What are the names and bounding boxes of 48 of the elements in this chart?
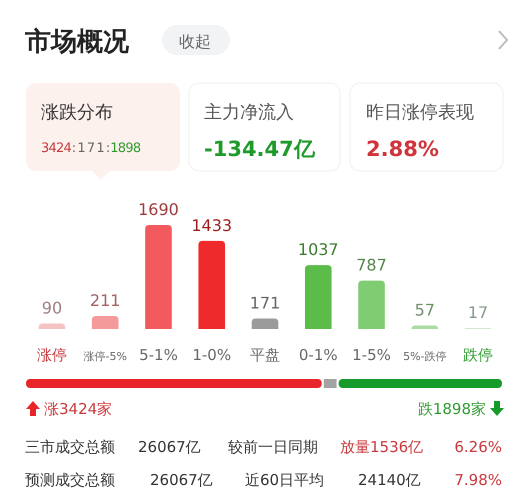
text: 7.98% — [454, 471, 502, 489]
text: 昨日涨停表现 — [366, 102, 474, 123]
text: 收起 — [179, 32, 211, 51]
text: 涨跌分布 — [41, 102, 113, 123]
x-tick-label: 5%-跌停 — [403, 350, 446, 363]
data-label: 171 — [250, 293, 280, 312]
x-tick-label: 平盘 — [250, 346, 280, 364]
text: 主力净流入 — [204, 102, 294, 123]
bar — [38, 323, 66, 329]
x-tick-label: 跌停 — [463, 346, 494, 364]
text: 1898 — [110, 141, 142, 156]
text: 放量1536亿 — [340, 438, 424, 456]
data-label: 1037 — [298, 240, 339, 260]
text: :171: — [72, 141, 110, 156]
text: 近60日平均 — [245, 471, 324, 489]
text: 24140亿 — [358, 471, 421, 489]
text: 较前一日同期 — [228, 438, 318, 456]
bar — [411, 325, 438, 329]
x-tick-label: 涨停 — [36, 346, 67, 364]
data-label: 211 — [90, 291, 120, 310]
chart-title: 市场概况 — [24, 27, 130, 57]
data-label: 787 — [356, 256, 387, 275]
text: 3424 — [41, 141, 72, 156]
data-label: 57 — [414, 300, 435, 320]
bar — [358, 280, 385, 329]
bar — [198, 240, 226, 329]
x-tick-label: 0-1% — [298, 346, 338, 364]
data-label: 1433 — [191, 216, 232, 235]
bar — [252, 318, 278, 329]
bar — [145, 225, 172, 329]
data-label: 17 — [468, 302, 488, 322]
text: 跌1898家 — [418, 400, 486, 418]
bar — [92, 316, 119, 329]
text: 2.88% — [366, 137, 439, 161]
text: 预测成交总额 — [25, 471, 115, 489]
x-tick-label: 涨停-5% — [84, 350, 127, 363]
text: 26067亿 — [138, 438, 201, 456]
text: -134.47亿 — [204, 137, 316, 161]
text: 6.26% — [454, 438, 502, 456]
data-label: 90 — [42, 298, 62, 318]
text: 三市成交总额 — [25, 438, 115, 456]
text: 涨3424家 — [44, 400, 112, 418]
text: 26067亿 — [150, 471, 213, 489]
bar — [304, 265, 332, 329]
x-tick-label: 5-1% — [139, 346, 178, 364]
x-tick-label: 1-0% — [192, 346, 232, 364]
x-tick-label: 1-5% — [352, 346, 391, 364]
data-label: 1690 — [138, 200, 179, 219]
